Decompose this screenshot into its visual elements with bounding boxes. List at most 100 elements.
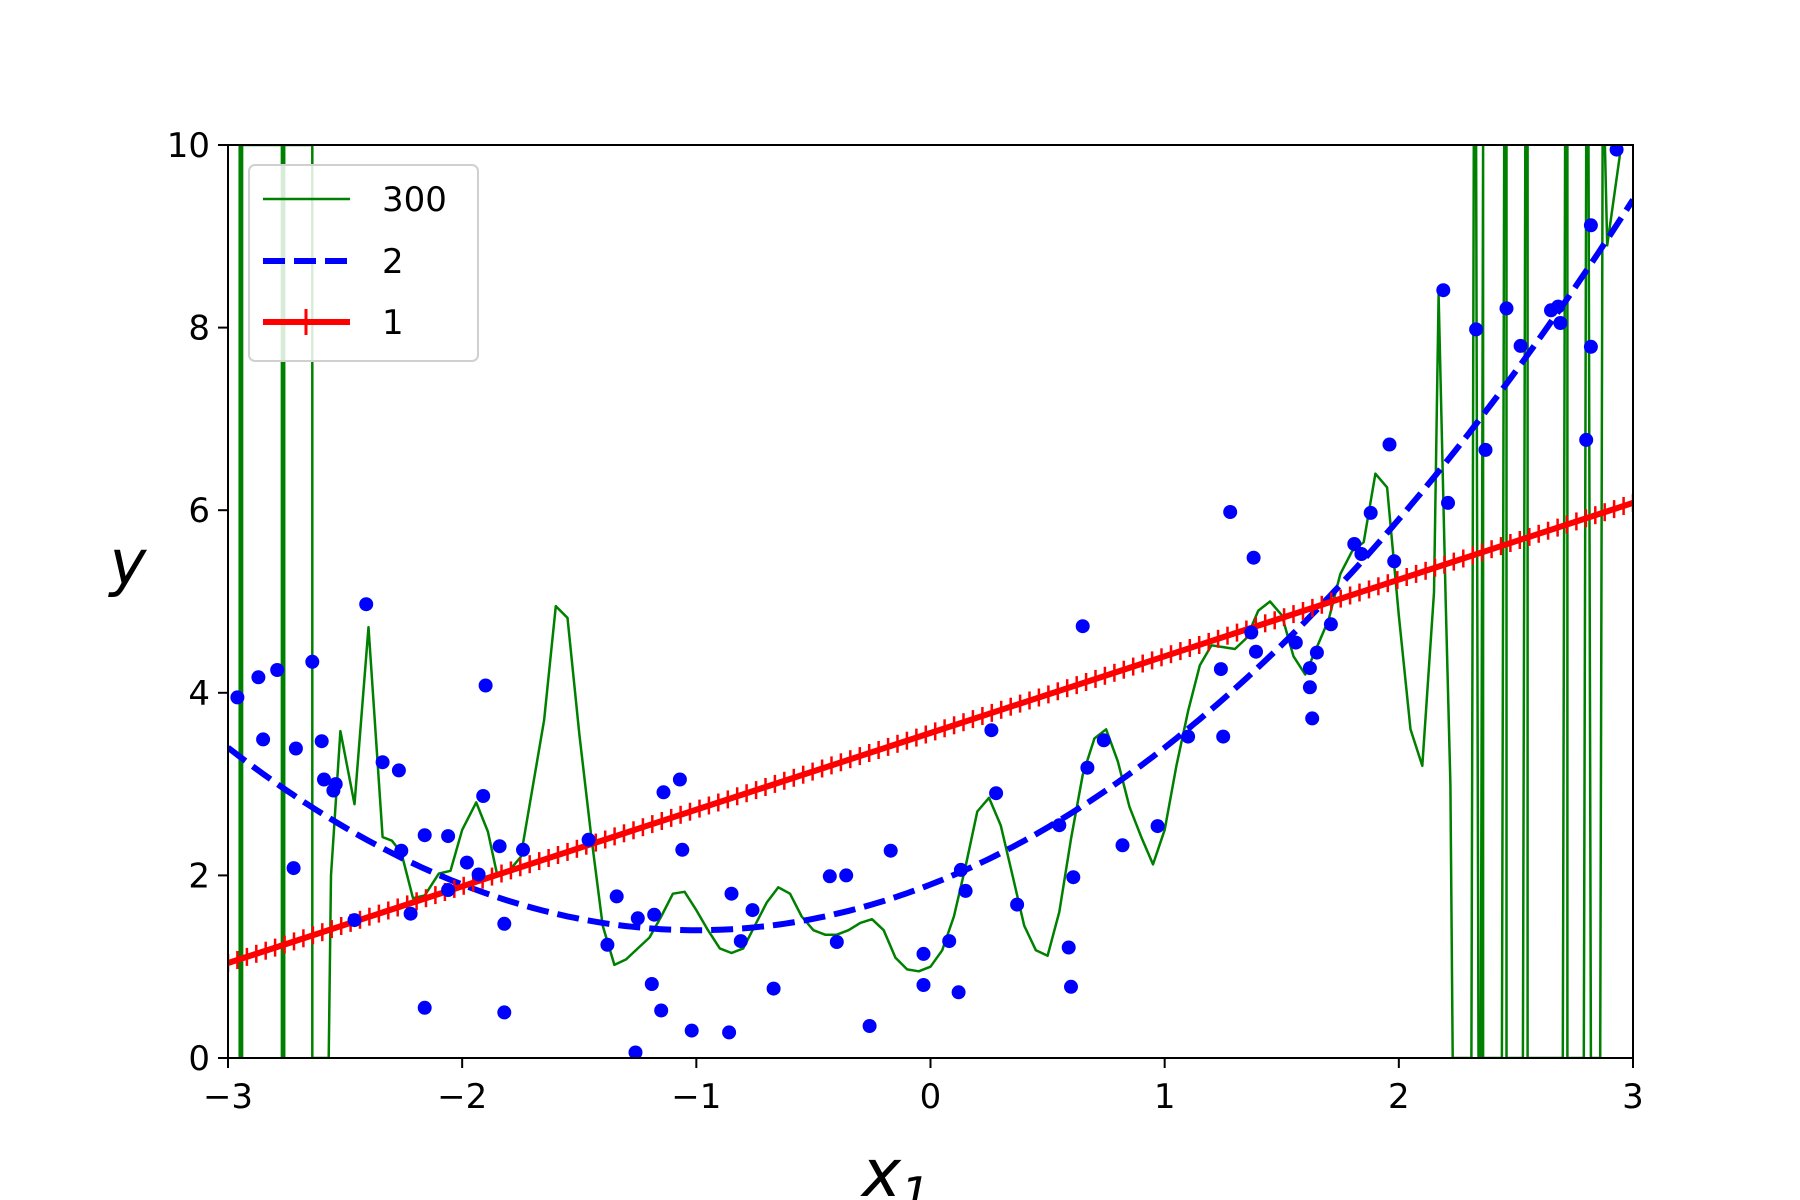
data-point xyxy=(1323,617,1338,632)
data-point xyxy=(516,842,530,857)
data-point xyxy=(441,829,456,844)
x-tick-label: −2 xyxy=(437,1077,487,1117)
data-point xyxy=(1354,547,1369,561)
data-point xyxy=(251,670,266,685)
data-point xyxy=(403,906,418,921)
data-point xyxy=(1553,316,1568,330)
data-point xyxy=(1010,897,1025,912)
data-point xyxy=(1052,818,1067,833)
data-point xyxy=(1075,619,1090,634)
y-tick-label: 8 xyxy=(188,309,210,349)
data-point xyxy=(951,985,966,1000)
data-point xyxy=(630,911,645,926)
data-point xyxy=(1288,635,1303,650)
data-point xyxy=(394,843,409,858)
data-point xyxy=(609,889,624,904)
data-point xyxy=(1363,505,1378,520)
data-point xyxy=(359,597,374,612)
data-point xyxy=(288,741,303,756)
y-axis-ticks: 0 2 4 6 8 10 xyxy=(167,126,228,1079)
data-point xyxy=(628,1045,643,1058)
data-point xyxy=(1499,301,1514,316)
data-point xyxy=(347,913,362,928)
data-point xyxy=(1469,322,1484,337)
x-tick-label: 0 xyxy=(920,1077,942,1117)
data-point xyxy=(984,723,999,738)
data-point xyxy=(1609,145,1624,157)
y-tick-label: 4 xyxy=(188,674,210,714)
legend-label-1: 1 xyxy=(382,303,404,343)
data-point xyxy=(1583,218,1598,233)
data-point xyxy=(829,935,844,949)
data-point xyxy=(256,732,271,747)
series-2-line xyxy=(228,198,1633,934)
x-axis-label-subscript: 1 xyxy=(901,1167,930,1200)
data-point xyxy=(1302,680,1317,695)
data-point xyxy=(745,903,760,918)
data-point xyxy=(314,734,329,749)
legend-label-300: 300 xyxy=(382,180,447,220)
data-point xyxy=(1387,554,1402,569)
x-axis-label-main: x xyxy=(860,1135,902,1200)
data-point xyxy=(989,786,1004,801)
data-point xyxy=(1249,644,1263,659)
data-point xyxy=(1181,729,1196,744)
data-point xyxy=(1302,661,1317,676)
data-point xyxy=(942,934,957,949)
data-point xyxy=(478,678,493,693)
data-point xyxy=(1096,733,1111,748)
data-point xyxy=(305,654,320,669)
data-point xyxy=(1246,550,1261,565)
x-tick-label: −3 xyxy=(203,1077,253,1117)
data-point xyxy=(1244,625,1259,640)
data-point xyxy=(1347,537,1362,551)
data-point xyxy=(328,777,343,792)
data-point xyxy=(644,977,659,991)
data-point xyxy=(953,862,968,877)
data-point xyxy=(916,946,931,961)
data-point xyxy=(733,934,748,949)
series-layer xyxy=(228,145,1633,1058)
data-point xyxy=(647,907,662,922)
series-1-line xyxy=(228,500,1633,966)
data-point xyxy=(1436,283,1451,298)
data-point xyxy=(1115,838,1130,853)
legend: 300 2 1 xyxy=(248,164,479,362)
data-point xyxy=(1305,711,1320,726)
data-point xyxy=(1382,437,1397,452)
y-axis-label: y xyxy=(108,526,148,599)
data-point xyxy=(1213,662,1228,677)
data-point xyxy=(497,916,512,931)
data-point xyxy=(958,883,973,898)
data-point xyxy=(672,772,687,787)
data-point xyxy=(724,886,739,901)
data-point xyxy=(1441,495,1455,510)
data-point xyxy=(1150,819,1165,834)
data-point xyxy=(766,981,781,996)
x-tick-label: 1 xyxy=(1154,1077,1176,1117)
data-point xyxy=(471,867,486,882)
x-tick-label: 3 xyxy=(1622,1077,1644,1117)
data-point xyxy=(317,772,331,787)
legend-label-2: 2 xyxy=(382,242,404,282)
data-point xyxy=(497,1005,512,1020)
data-point xyxy=(722,1025,737,1040)
y-tick-label: 2 xyxy=(188,856,210,896)
data-point xyxy=(862,1019,877,1033)
data-point xyxy=(1309,645,1324,660)
data-point xyxy=(1583,339,1598,354)
y-tick-label: 6 xyxy=(188,491,210,531)
x-tick-label: −1 xyxy=(671,1077,721,1117)
data-point xyxy=(654,1003,669,1018)
data-point xyxy=(684,1023,699,1038)
data-point xyxy=(441,883,456,897)
data-point xyxy=(839,868,854,883)
data-point xyxy=(600,937,615,952)
data-point xyxy=(270,663,285,677)
data-point xyxy=(492,839,507,854)
data-point xyxy=(1066,870,1081,885)
data-point xyxy=(883,843,898,858)
data-point xyxy=(391,763,406,778)
data-point xyxy=(286,861,301,876)
data-point xyxy=(1579,432,1594,447)
